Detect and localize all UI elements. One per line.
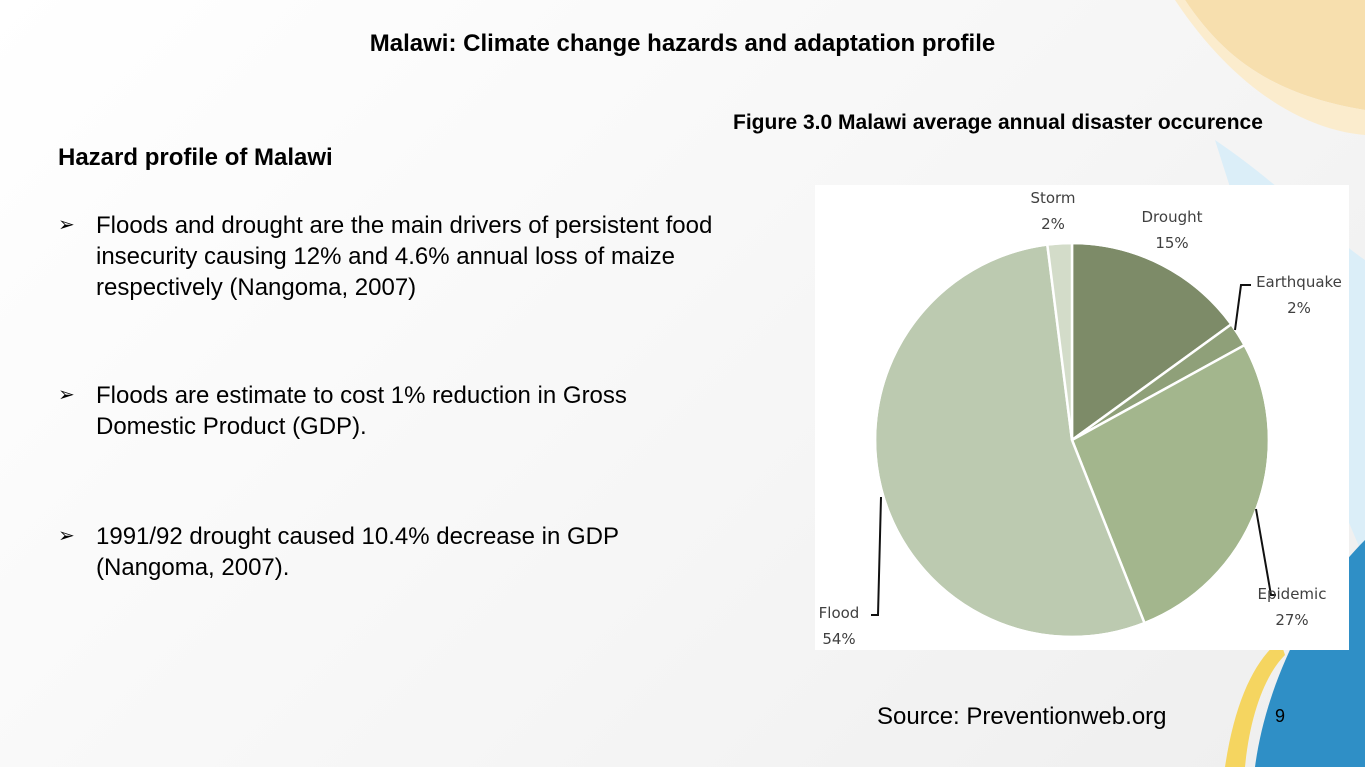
- page-number: 9: [1275, 706, 1286, 726]
- bullet-arrow-icon: ➢: [58, 214, 75, 236]
- leader-line-earthquake: [1234, 284, 1251, 331]
- pie-chart-panel: Drought 15% Earthquake 2% Epidemic 27% Flood 54…: [815, 185, 1349, 650]
- source-credit: Source: Preventionweb.org: [877, 703, 1167, 730]
- yellow-swoosh: [1225, 640, 1285, 767]
- bullet-item: ➢ Floods and drought are the main driver…: [58, 210, 728, 303]
- slice-label-drought: Drought: [1142, 208, 1203, 226]
- slice-label-storm: Storm: [1030, 189, 1075, 207]
- pie-chart: Drought 15% Earthquake 2% Epidemic 27% Flood 54…: [819, 189, 1342, 648]
- slice-label-epidemic: Epidemic: [1258, 585, 1327, 603]
- slice-value-storm: 2%: [1041, 215, 1065, 233]
- pie-outline: [873, 241, 1271, 639]
- bullet-text: Floods and drought are the main drivers …: [96, 212, 713, 301]
- slide-title: Malawi: Climate change hazards and adapt…: [369, 30, 996, 57]
- figure-caption: Figure 3.0 Malawi average annual disaste…: [733, 111, 1263, 134]
- bullet-arrow-icon: ➢: [58, 384, 75, 406]
- section-heading: Hazard profile of Malawi: [58, 144, 333, 171]
- slice-value-flood: 54%: [822, 630, 855, 648]
- slice-value-earthquake: 2%: [1287, 299, 1311, 317]
- leader-line-flood: [871, 496, 882, 616]
- peach-swoosh: [1185, 0, 1365, 110]
- slice-label-earthquake: Earthquake: [1256, 273, 1342, 291]
- light-peach-swoosh: [1175, 0, 1365, 135]
- bullet-text: Floods are estimate to cost 1% reduction…: [96, 382, 627, 440]
- leader-line-epidemic: [1255, 508, 1276, 596]
- slice-value-epidemic: 27%: [1275, 611, 1308, 629]
- bullet-text: 1991/92 drought caused 10.4% decrease in…: [96, 523, 619, 581]
- slice-label-flood: Flood: [819, 604, 860, 622]
- bullet-item: ➢ Floods are estimate to cost 1% reducti…: [58, 380, 728, 442]
- bullet-arrow-icon: ➢: [58, 525, 75, 547]
- slice-value-drought: 15%: [1155, 234, 1188, 252]
- bullet-item: ➢ 1991/92 drought caused 10.4% decrease …: [58, 521, 728, 583]
